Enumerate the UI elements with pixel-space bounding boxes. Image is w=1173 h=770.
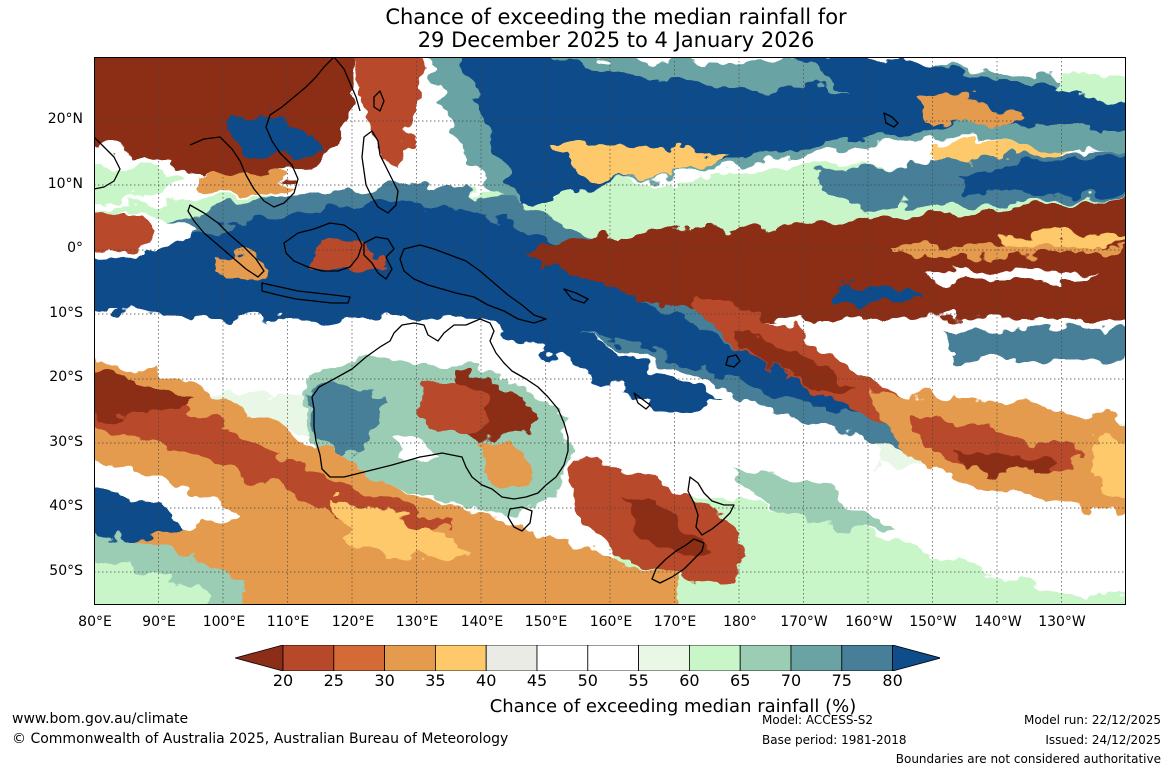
- borneo-coastline: [283, 222, 363, 272]
- colorbar-high-extend: [892, 645, 940, 671]
- new-guinea-coastline: [399, 244, 547, 324]
- lat-label-50s: 50°S: [49, 563, 83, 579]
- model-run-date: Model run: 22/12/2025: [1023, 713, 1161, 727]
- map-title-line2: 29 December 2025 to 4 January 2026: [417, 28, 815, 52]
- lon-label-160e: 160°E: [589, 614, 633, 630]
- colorbar-cell: [638, 645, 690, 671]
- colorbar-title: Chance of exceeding median rainfall (%): [489, 696, 857, 717]
- colorbar-tick-label: 35: [425, 671, 446, 690]
- boundaries-disclaimer: Boundaries are not considered authoritat…: [895, 752, 1161, 766]
- colorbar-tick-label: 25: [323, 671, 344, 690]
- lat-label-30s: 30°S: [49, 434, 83, 450]
- colorbar-cell: [485, 645, 538, 671]
- hawaii-coastline: [883, 112, 899, 128]
- coastlines: [94, 57, 899, 584]
- colorbar-cell: [536, 645, 589, 671]
- colorbar-cell: [587, 645, 639, 671]
- lat-label-40s: 40°S: [49, 498, 83, 514]
- colorbar-tick-label: 50: [577, 671, 598, 690]
- colorbar-tick-label: 75: [831, 671, 852, 690]
- colorbar-cell: [282, 645, 335, 671]
- sumatra-coastline: [187, 204, 265, 278]
- lon-label-140e: 140°E: [460, 614, 504, 630]
- india-coastline: [94, 136, 121, 190]
- lon-label-120e: 120°E: [331, 614, 375, 630]
- lon-label-150w: 150°W: [909, 614, 957, 630]
- colorbar-cell: [333, 645, 386, 671]
- colorbar-low-extend: [235, 645, 284, 671]
- lat-label-equator: 0°: [67, 240, 83, 256]
- solomons-coastline: [563, 288, 589, 304]
- colorbar-tick-label: 60: [679, 671, 700, 690]
- model-info: Model: ACCESS-S2: [762, 713, 874, 727]
- lon-label-130e: 130°E: [395, 614, 439, 630]
- bom-url[interactable]: www.bom.gov.au/climate: [12, 711, 189, 727]
- map-title-line1: Chance of exceeding the median rainfall …: [385, 5, 847, 29]
- copyright-notice: © Commonwealth of Australia 2025, Austra…: [12, 731, 509, 747]
- graticule: [94, 57, 1126, 605]
- australia-coastline: [311, 318, 569, 500]
- lon-label-130w: 130°W: [1038, 614, 1086, 630]
- nz-north-coastline: [687, 476, 735, 536]
- philippines-coastline: [361, 130, 399, 214]
- lat-label-10n: 10°N: [47, 176, 83, 192]
- colorbar-tick-label: 55: [628, 671, 649, 690]
- lon-label-110e: 110°E: [266, 614, 310, 630]
- colorbar-cell: [790, 645, 843, 671]
- lon-label-160w: 160°W: [845, 614, 893, 630]
- colorbar-cell: [434, 645, 487, 671]
- sulawesi-coastline: [363, 236, 395, 280]
- tasmania-coastline: [507, 506, 533, 532]
- lat-label-10s: 10°S: [49, 305, 83, 321]
- lon-label-140w: 140°W: [974, 614, 1022, 630]
- colorbar-cell: [384, 645, 436, 671]
- colorbar-tick-label: 30: [374, 671, 395, 690]
- lon-label-150e: 150°E: [524, 614, 568, 630]
- lat-label-20s: 20°S: [49, 369, 83, 385]
- rainfall-map: [94, 57, 1126, 605]
- nz-south-coastline: [651, 538, 705, 584]
- base-period: Base period: 1981-2018: [762, 733, 907, 747]
- lon-label-100e: 100°E: [202, 614, 246, 630]
- indochina-coastline: [189, 57, 335, 208]
- colorbar: [235, 645, 940, 671]
- colorbar-tick-label: 20: [272, 671, 294, 690]
- colorbar-tick-label: 65: [730, 671, 751, 690]
- colorbar-cell: [739, 645, 792, 671]
- new-caledonia-coastline: [633, 392, 651, 410]
- colorbar-tick-label: 70: [780, 671, 802, 690]
- taiwan-coastline: [373, 90, 385, 112]
- colorbar-tick-label: 80: [882, 671, 903, 690]
- colorbar-cell: [688, 645, 741, 671]
- lon-label-170e: 170°E: [653, 614, 697, 630]
- issued-date: Issued: 24/12/2025: [1045, 733, 1161, 747]
- lon-label-180: 180°: [723, 614, 757, 630]
- lon-label-170w: 170°W: [780, 614, 828, 630]
- colorbar-cell: [841, 645, 893, 671]
- mainland-china-coastline: [333, 57, 361, 112]
- colorbar-tick-label: 40: [476, 671, 497, 690]
- java-coastline: [261, 282, 351, 304]
- lon-label-90e: 90°E: [142, 614, 176, 630]
- lon-label-80e: 80°E: [78, 614, 112, 630]
- colorbar-tick-label: 45: [526, 671, 548, 690]
- rainfall-field: [94, 57, 1126, 605]
- fiji-coastline: [725, 354, 741, 368]
- lat-label-20n: 20°N: [47, 111, 83, 127]
